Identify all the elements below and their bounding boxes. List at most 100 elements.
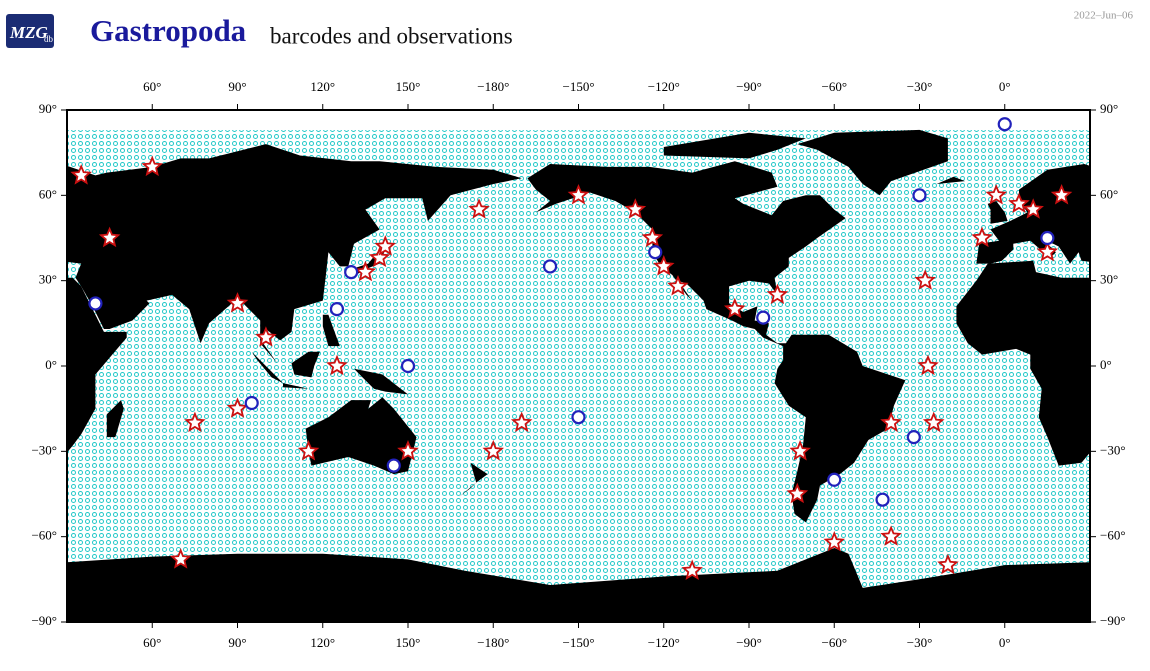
observation-marker (397, 439, 419, 461)
y-tick-label-left: −90° (31, 613, 57, 628)
observation-marker (681, 559, 703, 581)
y-tick-label-left: −60° (31, 528, 57, 543)
y-tick-label-left: −30° (31, 442, 57, 457)
x-tick-label-top: −30° (907, 79, 933, 94)
landmass (936, 176, 965, 184)
landmass (956, 260, 1090, 466)
barcode-marker (386, 458, 401, 473)
x-tick-label-bottom: −120° (648, 635, 680, 650)
observation-marker (789, 439, 811, 461)
observation-marker (922, 411, 945, 433)
observation-marker (226, 397, 249, 418)
barcode-marker (244, 395, 259, 411)
date: 2022–Jun–06 (1074, 10, 1134, 22)
x-tick-label-bottom: −30° (907, 635, 933, 650)
landmass (67, 144, 522, 364)
observation-marker (255, 326, 277, 347)
x-tick-label-top: 150° (396, 79, 421, 94)
observation-marker (917, 354, 939, 376)
landmass (322, 314, 340, 347)
observation-marker (985, 183, 1008, 205)
observation-marker (482, 439, 505, 461)
x-tick-label-bottom: 90° (228, 635, 246, 650)
y-tick-label-right: −30° (1100, 442, 1126, 457)
x-tick-label-top: −60° (821, 79, 847, 94)
observation-marker (141, 155, 164, 177)
observation-marker (914, 269, 936, 290)
logo-sub: db (44, 34, 54, 44)
landmass (1130, 400, 1147, 437)
barcode-marker (400, 358, 416, 374)
barcode-marker (344, 265, 359, 280)
landmass (987, 201, 1008, 224)
barcode-marker (88, 296, 103, 311)
landmass (459, 482, 477, 497)
observation-marker (1036, 240, 1059, 262)
x-tick-label-top: −90° (736, 79, 762, 94)
landmass (251, 351, 283, 384)
observation-marker (297, 439, 320, 461)
x-tick-label-top: −150° (562, 79, 594, 94)
x-tick-label-top: 0° (999, 79, 1011, 94)
observation-marker (971, 226, 993, 248)
barcode-marker (912, 188, 927, 203)
landmass (67, 277, 127, 453)
observation-marker (766, 283, 789, 305)
x-tick-label-top: 60° (143, 79, 161, 94)
barcode-marker (542, 259, 558, 274)
observation-marker (70, 164, 93, 185)
observation-marker (880, 411, 902, 433)
x-tick-label-top: −180° (477, 79, 509, 94)
landmass (106, 400, 124, 438)
landmass (663, 132, 806, 159)
observation-marker (184, 411, 206, 433)
observation-marker (823, 531, 846, 552)
barcode-marker (329, 302, 345, 317)
land (67, 129, 1147, 622)
y-tick-label-left: 90° (39, 101, 57, 116)
x-tick-label-bottom: 60° (143, 635, 161, 650)
y-tick-label-right: 90° (1100, 101, 1118, 116)
barcode-marker (756, 310, 771, 325)
barcode-marker (997, 117, 1012, 132)
x-tick-label-bottom: −180° (477, 635, 509, 650)
observation-marker (226, 292, 249, 313)
y-tick-label-left: 0° (45, 357, 57, 372)
observation-marker (641, 226, 664, 248)
landmass (67, 548, 1090, 622)
map-area (67, 110, 1147, 622)
observation-marker (354, 260, 377, 282)
x-tick-label-bottom: 120° (310, 635, 335, 650)
observation-marker (786, 482, 809, 504)
x-tick-label-bottom: 150° (396, 635, 421, 650)
landmass (283, 383, 309, 389)
landmass (797, 129, 948, 196)
x-tick-label-bottom: −90° (736, 635, 762, 650)
subtitle: barcodes and observations (270, 23, 513, 48)
y-tick-label-right: −60° (1100, 528, 1126, 543)
observation-marker (652, 255, 675, 276)
x-tick-label-top: 90° (228, 79, 246, 94)
barcode-marker (875, 492, 890, 507)
observation-marker (169, 548, 192, 569)
observation-marker (468, 198, 490, 219)
x-tick-label-bottom: −60° (821, 635, 847, 650)
barcode-marker (827, 472, 842, 487)
observation-marker (624, 198, 647, 219)
observation-marker (723, 297, 746, 319)
y-tick-label-left: 30° (39, 272, 57, 287)
y-tick-label-right: 30° (1100, 272, 1118, 287)
landmass (470, 462, 488, 483)
barcode-marker (571, 410, 586, 425)
y-tick-label-right: 60° (1100, 186, 1118, 201)
observation-marker (98, 226, 121, 248)
observation-marker (567, 183, 590, 205)
landmass (305, 397, 417, 475)
markers (70, 117, 1073, 581)
observation-marker (880, 525, 902, 546)
x-tick-label-bottom: −150° (562, 635, 594, 650)
y-tick-label-right: 0° (1100, 357, 1112, 372)
barcode-marker (648, 245, 663, 260)
